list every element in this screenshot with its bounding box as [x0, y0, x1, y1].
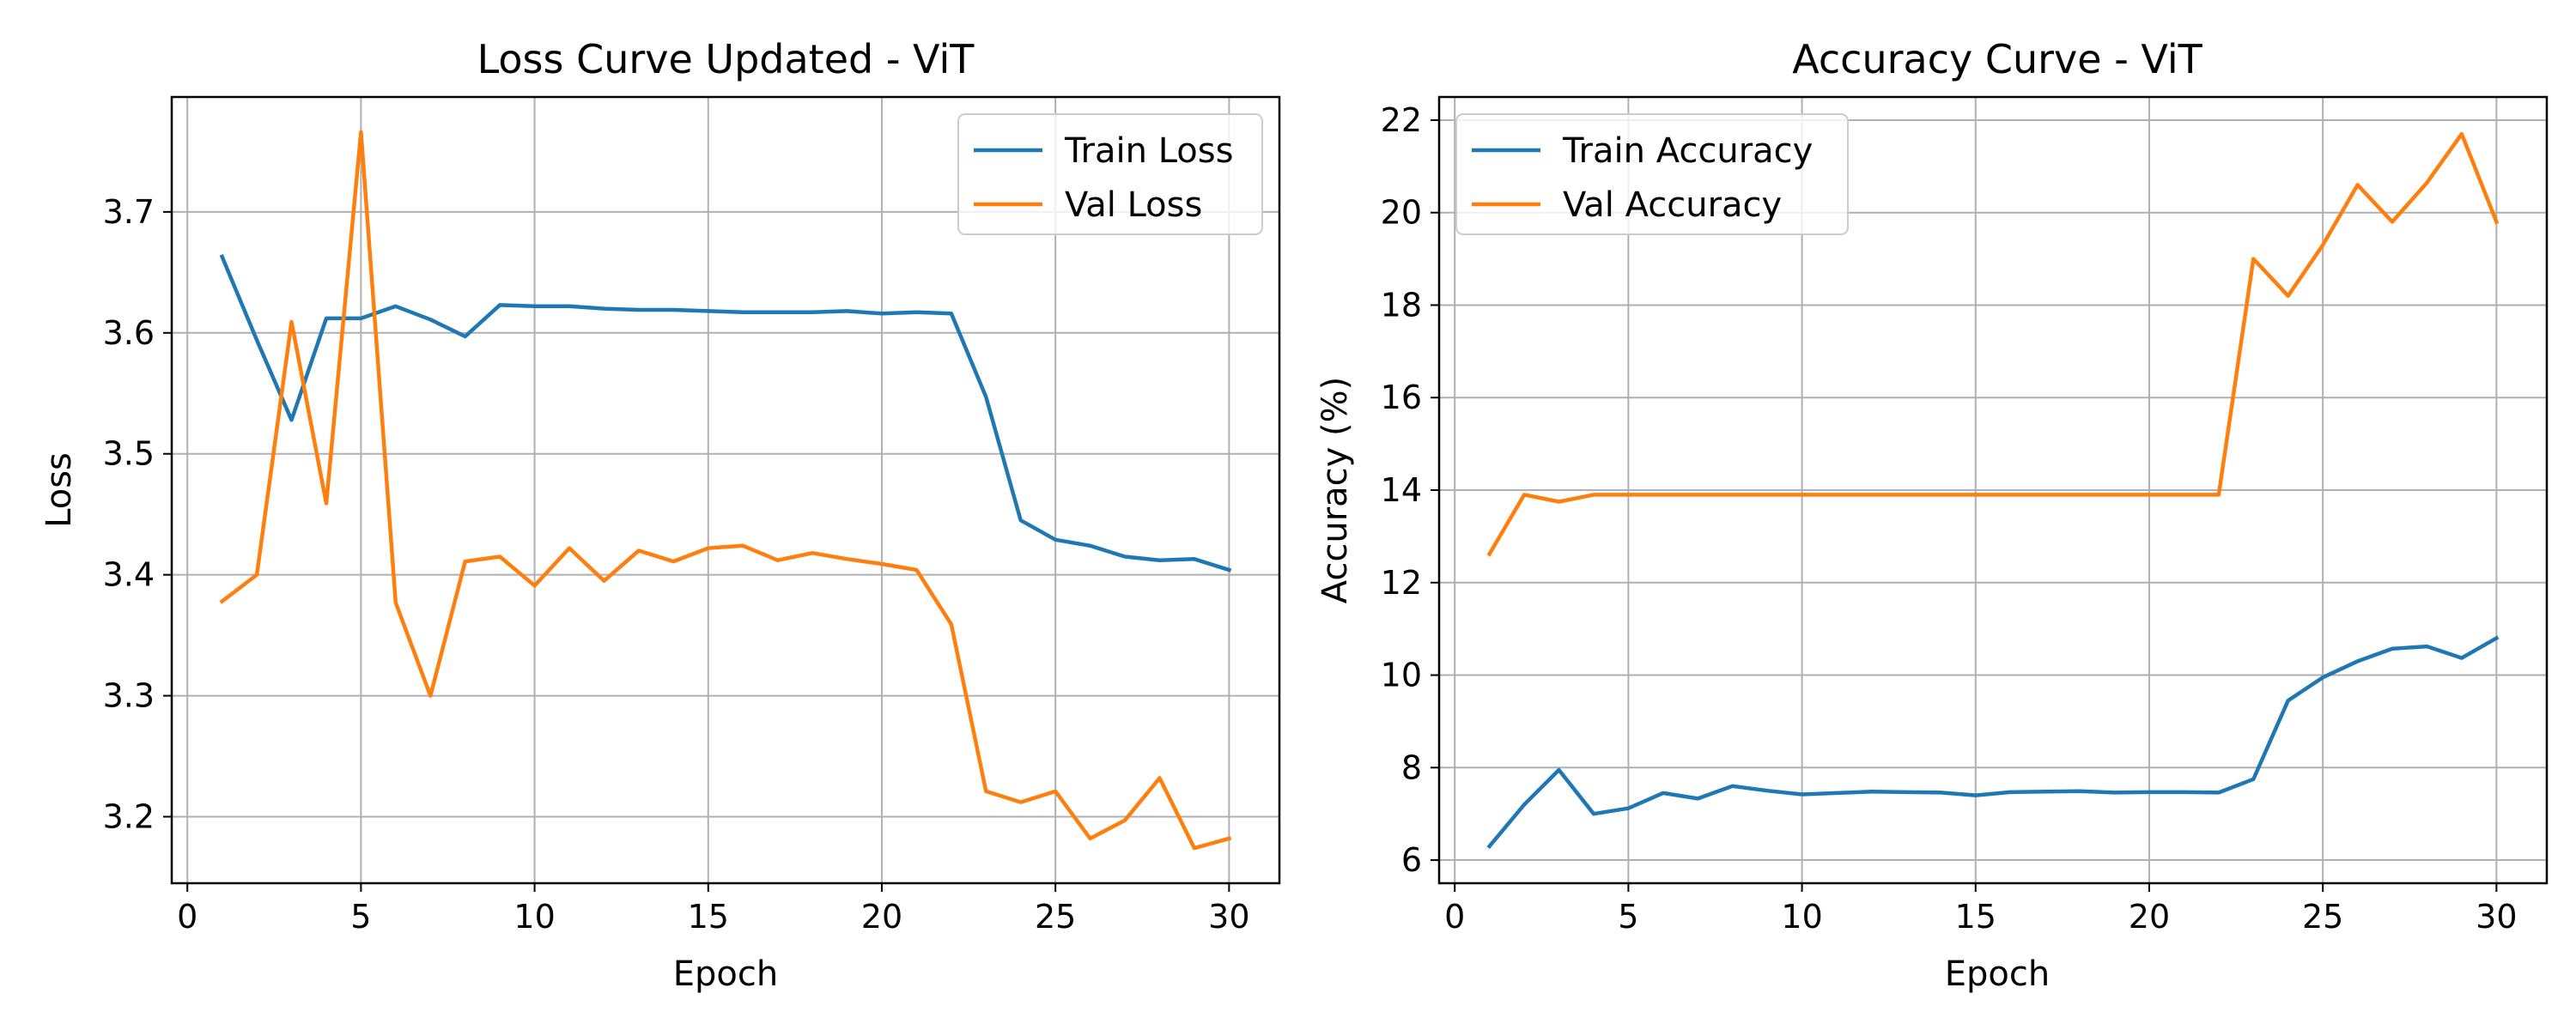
- x-tick-label: 10: [513, 898, 555, 936]
- legend-box: [1455, 113, 1849, 235]
- legend: Train Accuracy Val Accuracy: [1455, 113, 1849, 235]
- loss-chart-panel: Loss Curve Updated - ViT Epoch Loss 0 5 10…: [39, 36, 1281, 994]
- x-axis-label: Epoch: [673, 954, 778, 994]
- chart-title: Accuracy Curve - ViT: [1792, 36, 2202, 82]
- y-tick-label: 22: [1381, 101, 1422, 139]
- x-axis-label: Epoch: [1945, 954, 2050, 994]
- x-tick-label: 5: [350, 898, 371, 936]
- series-line-val-accuracy: [1486, 131, 2500, 557]
- series-line-train-loss: [219, 254, 1232, 573]
- y-tick-label: 3.7: [103, 193, 155, 231]
- y-tick-label: 14: [1381, 471, 1422, 509]
- series-line-val-loss: [219, 130, 1232, 851]
- accuracy-chart-panel: Accuracy Curve - ViT Epoch Accuracy (%) …: [1315, 36, 2549, 994]
- grid: [1439, 97, 2547, 883]
- x-tick-label: 15: [1955, 898, 1996, 936]
- ticks: 0 5 10 15 20 25 30 3.2 3.3 3.4 3.5 3.6 3.7: [103, 193, 1250, 936]
- y-tick-label: 3.3: [103, 677, 155, 715]
- legend-label: Train Accuracy: [1562, 131, 1813, 171]
- y-tick-label: 3.5: [103, 435, 155, 473]
- y-tick-label: 18: [1381, 286, 1422, 324]
- legend-label: Val Loss: [1065, 185, 1202, 225]
- x-tick-label: 20: [861, 898, 902, 936]
- series-line-train-accuracy: [1486, 635, 2500, 850]
- plot-frame: [1437, 95, 2549, 885]
- x-tick-label: 20: [2129, 898, 2170, 936]
- x-tick-label: 0: [1444, 898, 1465, 936]
- y-tick-label: 3.4: [103, 556, 155, 594]
- ticks: 0 5 10 15 20 25 30 6 8 10 12 14 16 18 20 22: [1381, 101, 2518, 936]
- y-tick-label: 8: [1401, 748, 1422, 786]
- plot-frame: [170, 95, 1281, 885]
- x-tick-label: 15: [688, 898, 729, 936]
- y-axis-label: Accuracy (%): [1315, 377, 1355, 604]
- y-tick-label: 3.2: [103, 797, 155, 835]
- y-tick-label: 10: [1381, 657, 1422, 694]
- x-tick-label: 10: [1781, 898, 1822, 936]
- x-tick-label: 25: [1035, 898, 1076, 936]
- legend: Train Loss Val Loss: [957, 113, 1263, 235]
- x-tick-label: 0: [177, 898, 197, 936]
- legend-label: Train Loss: [1064, 131, 1233, 171]
- chart-title: Loss Curve Updated - ViT: [477, 36, 975, 82]
- y-tick-label: 16: [1381, 379, 1422, 416]
- y-tick-label: 12: [1381, 564, 1422, 602]
- x-tick-label: 25: [2302, 898, 2343, 936]
- x-tick-label: 30: [2476, 898, 2517, 936]
- y-tick-label: 3.6: [103, 314, 155, 352]
- legend-label: Val Accuracy: [1563, 185, 1782, 225]
- y-tick-label: 6: [1401, 841, 1422, 879]
- y-tick-label: 20: [1381, 194, 1422, 232]
- y-axis-label: Loss: [39, 452, 79, 528]
- x-tick-label: 30: [1208, 898, 1249, 936]
- x-tick-label: 5: [1618, 898, 1638, 936]
